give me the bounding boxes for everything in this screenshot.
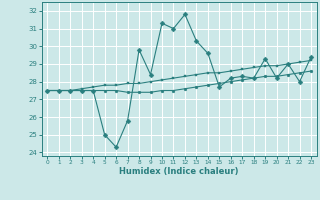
X-axis label: Humidex (Indice chaleur): Humidex (Indice chaleur) [119,167,239,176]
